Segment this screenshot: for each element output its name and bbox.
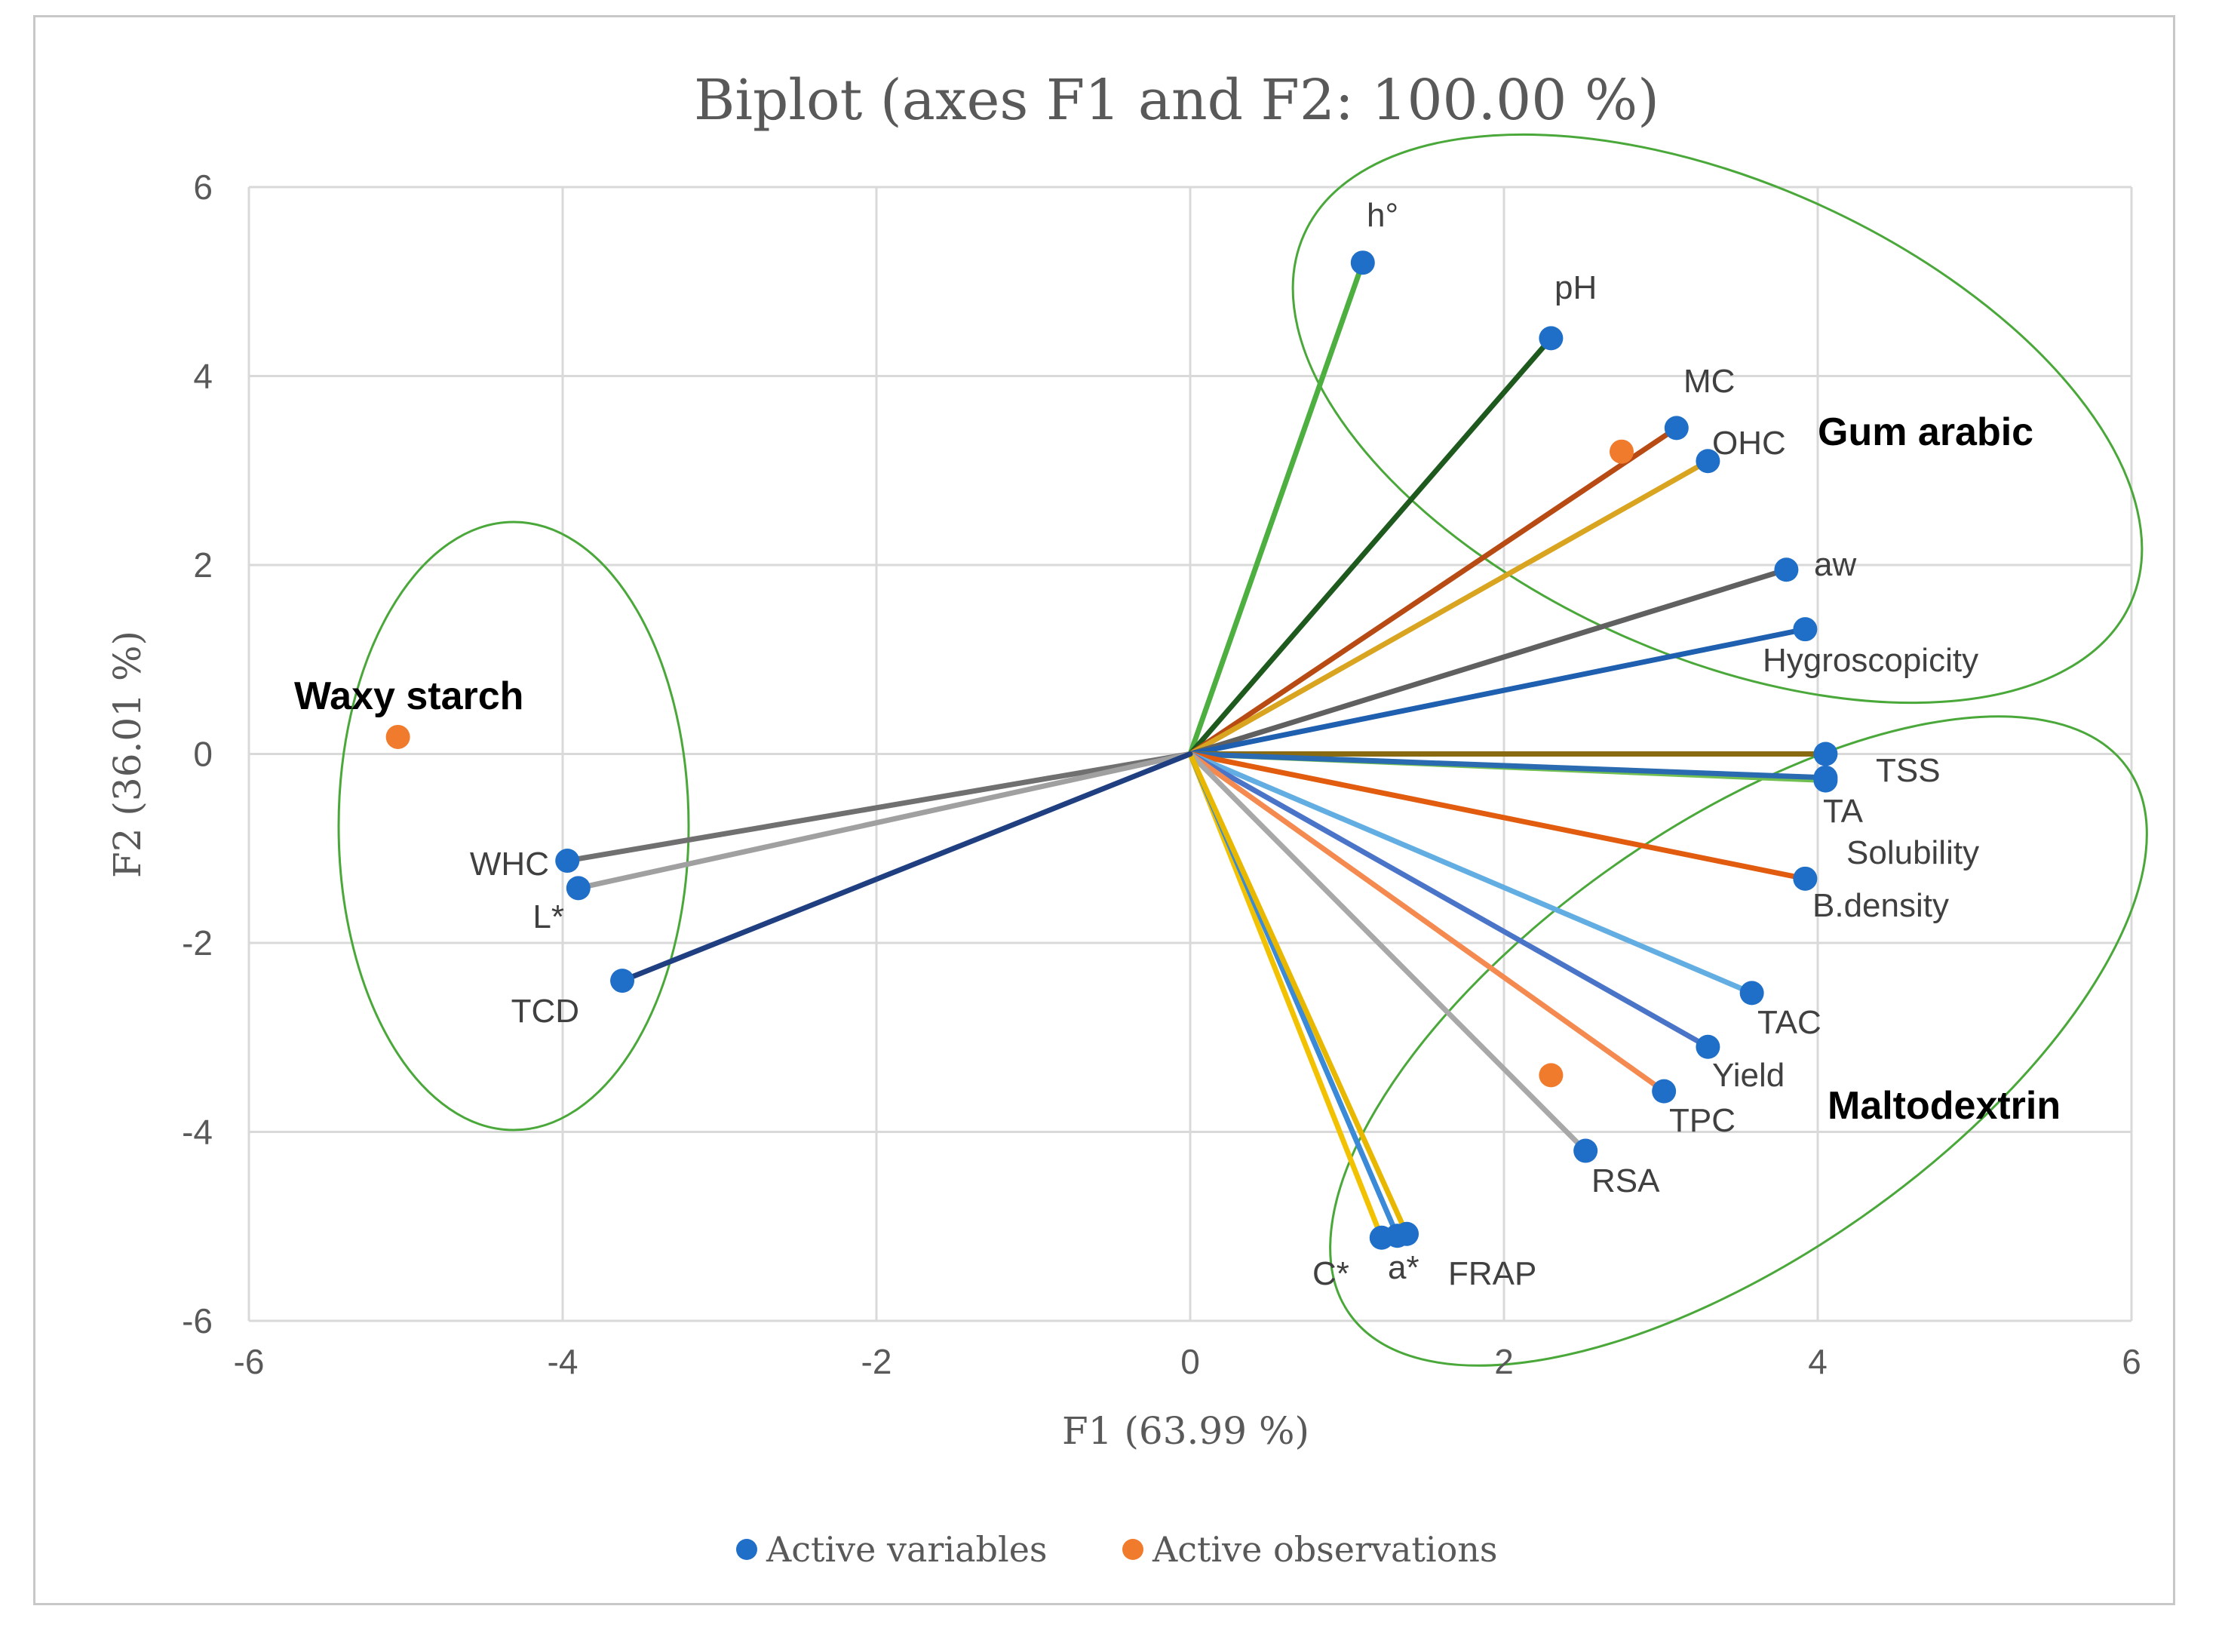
chart-title: Biplot (axes F1 and F2: 100.00 %) [694, 68, 1659, 133]
y-axis-title: F2 (36.01 %) [106, 631, 149, 878]
y-tick-label: 0 [193, 735, 213, 774]
waxy-starch-ellipse [337, 520, 690, 1132]
y-tick-label: -6 [182, 1301, 213, 1340]
variable-label-ohc: OHC [1712, 425, 1786, 462]
vector-ph [1187, 335, 1554, 757]
gum-arabic-ellipse [1291, 133, 2144, 705]
variable-label-b-density: B.density [1812, 887, 1949, 924]
variable-label-tss: TSS [1876, 752, 1941, 789]
data-points [385, 250, 1838, 1250]
variable-point-ohc [1696, 449, 1720, 474]
variable-label-yield: Yield [1712, 1057, 1785, 1094]
variable-point-mc [1664, 416, 1689, 441]
variable-point-l [566, 876, 591, 901]
variable-point-b-density [1793, 866, 1818, 891]
vector-rsa [1187, 751, 1588, 1154]
observation-point-gum-arabic [1610, 439, 1634, 464]
vector-b-density [1187, 751, 1808, 882]
variable-point-tac [1739, 981, 1764, 1006]
vector-aw [1187, 567, 1789, 757]
vector-hygroscopicity [1187, 626, 1808, 757]
variable-point-solubility [1813, 765, 1838, 790]
y-tick-label: -2 [182, 923, 213, 963]
legend: Active variables Active observations [736, 1529, 1498, 1570]
y-tick-label: -4 [182, 1113, 213, 1152]
y-tick-label: 6 [193, 167, 213, 207]
variable-label-mc: MC [1683, 363, 1735, 400]
variable-label-h: h° [1367, 197, 1398, 234]
x-tick-label: -2 [861, 1342, 892, 1381]
vector-tcd [619, 751, 1193, 984]
variable-label-aw: aw [1814, 546, 1856, 583]
vector-ohc [1187, 458, 1711, 757]
x-tick-label: -6 [234, 1342, 265, 1381]
variable-point-aw [1774, 557, 1799, 582]
legend-marker-variables [736, 1539, 757, 1560]
y-tick-label: 2 [193, 545, 213, 585]
group-label-waxy-starch: Waxy starch [294, 674, 523, 718]
legend-label-variables: Active variables [766, 1529, 1048, 1570]
variable-point-rsa [1573, 1138, 1598, 1163]
variable-label-c: C* [1312, 1255, 1349, 1292]
x-tick-label: 0 [1180, 1342, 1200, 1381]
variable-label-tpc: TPC [1669, 1102, 1736, 1139]
legend-marker-observations [1122, 1539, 1143, 1560]
group-label-gum-arabic: Gum arabic [1818, 410, 2033, 454]
variable-label-whc: WHC [470, 846, 549, 883]
variable-point-hygroscopicity [1793, 617, 1818, 642]
vector-yield [1187, 751, 1711, 1050]
variable-label-frap: FRAP [1448, 1255, 1536, 1292]
grid [247, 186, 2133, 1322]
maltodextrin-ellipse [1329, 715, 2148, 1367]
y-tick-label: 4 [193, 357, 213, 396]
x-tick-label: -4 [548, 1342, 579, 1381]
variable-point-frap [1395, 1221, 1419, 1246]
vector-whc [564, 751, 1193, 864]
legend-label-observations: Active observations [1152, 1529, 1498, 1570]
variable-label-ph: pH [1554, 269, 1597, 306]
observation-point-maltodextrin [1539, 1063, 1564, 1088]
variable-vectors [564, 259, 1828, 1241]
group-ellipses [337, 133, 2148, 1367]
group-label-maltodextrin: Maltodextrin [1828, 1084, 2061, 1128]
variable-label-tcd: TCD [511, 993, 579, 1030]
variable-label-a: a* [1388, 1249, 1419, 1286]
vector-tpc [1187, 751, 1667, 1095]
variable-label-ta: TA [1823, 793, 1864, 830]
variable-point-whc [555, 849, 580, 874]
variable-label-l: L* [532, 898, 564, 935]
variable-point-tcd [610, 969, 635, 993]
x-tick-label: 2 [1494, 1342, 1514, 1381]
vector-frap [1187, 751, 1410, 1237]
x-tick-label: 4 [1808, 1342, 1828, 1381]
variable-point-h [1350, 250, 1375, 275]
vector-l [575, 751, 1193, 891]
x-axis-title: F1 (63.99 %) [1062, 1409, 1309, 1453]
variable-point-tss [1813, 742, 1838, 766]
variable-point-tpc [1652, 1079, 1677, 1104]
vector-h [1187, 259, 1366, 757]
observation-point-waxy-starch [385, 724, 410, 749]
vector-mc [1187, 425, 1680, 757]
variable-label-tac: TAC [1757, 1004, 1821, 1041]
variable-label-hygroscopicity: Hygroscopicity [1763, 642, 1978, 679]
variable-label-rsa: RSA [1591, 1162, 1660, 1199]
vector-solubility [1187, 751, 1828, 781]
variable-point-ph [1539, 326, 1564, 351]
tick-labels: -6 -4 -2 0 2 4 6 -6 -4 -2 0 2 4 6 [182, 167, 2141, 1381]
vector-tac [1187, 751, 1755, 996]
x-tick-label: 6 [2122, 1342, 2141, 1381]
variable-label-solubility: Solubility [1846, 834, 1979, 871]
variable-labels: h° pH MC OHC aw Hygroscopicity TSS TA Solubility… [294, 197, 2061, 1292]
variable-point-yield [1696, 1034, 1720, 1059]
